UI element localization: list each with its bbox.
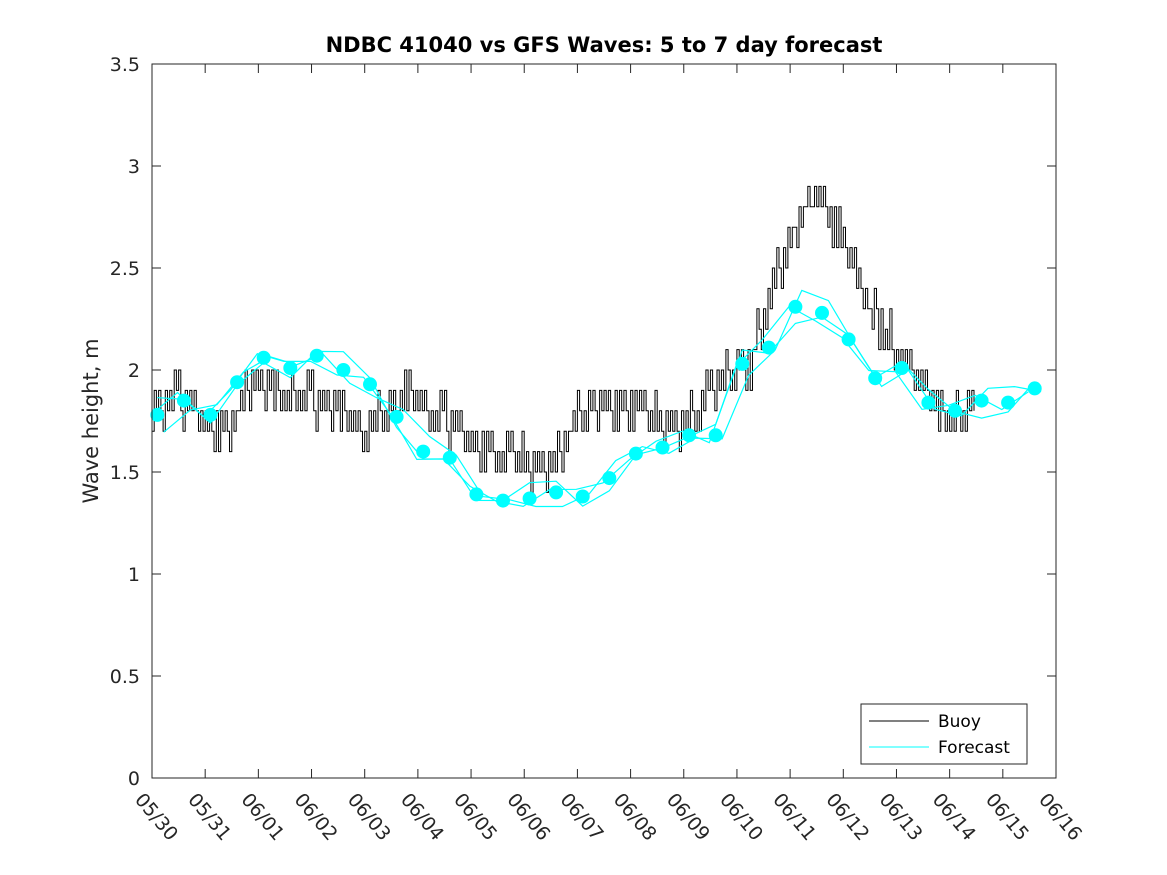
forecast-marker: [442, 450, 457, 465]
x-tick-label: 06/04: [396, 789, 448, 845]
forecast-marker: [416, 444, 431, 459]
forecast-marker: [230, 375, 245, 390]
y-tick-label: 1.5: [110, 462, 140, 484]
x-tick-label: 06/05: [449, 789, 501, 845]
y-tick-label: 1: [128, 564, 140, 586]
legend-box: [860, 703, 1028, 765]
chart-title: NDBC 41040 vs GFS Waves: 5 to 7 day fore…: [326, 33, 883, 57]
y-tick-label: 0.5: [110, 666, 140, 688]
forecast-marker: [309, 348, 324, 363]
forecast-line-3: [163, 289, 1042, 508]
forecast-marker: [815, 305, 829, 320]
forecast-marker: [974, 393, 989, 408]
forecast-marker: [549, 485, 564, 500]
x-tick-label: 06/02: [290, 789, 342, 845]
forecast-marker: [256, 350, 271, 365]
forecast-marker: [575, 489, 590, 504]
legend-buoy-label: Buoy: [938, 712, 981, 732]
x-tick-label: 06/14: [928, 789, 980, 845]
forecast-marker: [522, 491, 537, 506]
forecast-marker: [761, 340, 776, 355]
y-axis-label: Wave height, m: [79, 338, 103, 503]
forecast-marker: [363, 377, 377, 392]
forecast-marker: [788, 299, 803, 314]
x-tick-label: 06/03: [343, 789, 395, 845]
plot-frame: [151, 63, 1057, 779]
legend-forecast-label: Forecast: [938, 738, 1010, 758]
forecast-marker: [336, 363, 351, 377]
forecast-marker: [708, 428, 723, 443]
x-tick-label: 06/16: [1034, 789, 1086, 845]
forecast-marker: [841, 332, 856, 347]
forecast-marker: [176, 393, 191, 408]
forecast-marker: [150, 407, 165, 422]
forecast-marker: [735, 356, 750, 371]
y-tick-label: 3: [128, 156, 140, 178]
forecast-marker: [283, 361, 298, 375]
forecast-marker: [948, 403, 962, 418]
forecast-line-2: [157, 316, 1036, 507]
forecast-marker: [628, 446, 643, 461]
forecast-marker: [655, 440, 670, 455]
x-tick-label: 06/12: [821, 789, 873, 845]
x-tick-label: 05/30: [130, 789, 182, 845]
y-tick-label: 2: [128, 360, 140, 382]
x-tick-label: 06/10: [715, 789, 767, 845]
forecast-marker: [682, 428, 697, 443]
forecast-marker: [469, 487, 484, 502]
x-tick-label: 06/09: [662, 789, 714, 845]
forecast-marker: [1001, 395, 1016, 410]
forecast-marker: [496, 493, 510, 508]
x-tick-label: 06/08: [609, 789, 661, 845]
y-tick-label: 0: [128, 768, 140, 790]
x-tick-label: 06/06: [502, 789, 554, 845]
buoy-line: [152, 185, 975, 493]
forecast-line-1: [150, 305, 1029, 508]
x-tick-label: 06/11: [768, 789, 820, 845]
x-tick-label: 05/31: [183, 789, 235, 845]
forecast-marker: [602, 471, 617, 486]
forecast-marker: [1027, 381, 1042, 396]
plot-area: [150, 185, 1042, 508]
x-tick-label: 06/07: [556, 789, 608, 845]
x-tick-label: 06/13: [875, 789, 927, 845]
y-tick-label: 3.5: [110, 54, 140, 76]
forecast-marker: [868, 371, 883, 386]
forecast-marker: [921, 395, 936, 410]
x-tick-label: 06/01: [237, 789, 289, 845]
forecast-marker: [203, 407, 218, 422]
forecast-marker: [894, 361, 909, 375]
x-tick-label: 06/15: [981, 789, 1033, 845]
forecast-marker: [389, 409, 404, 424]
y-tick-label: 2.5: [110, 258, 140, 280]
legend: Buoy Forecast: [860, 703, 1028, 765]
